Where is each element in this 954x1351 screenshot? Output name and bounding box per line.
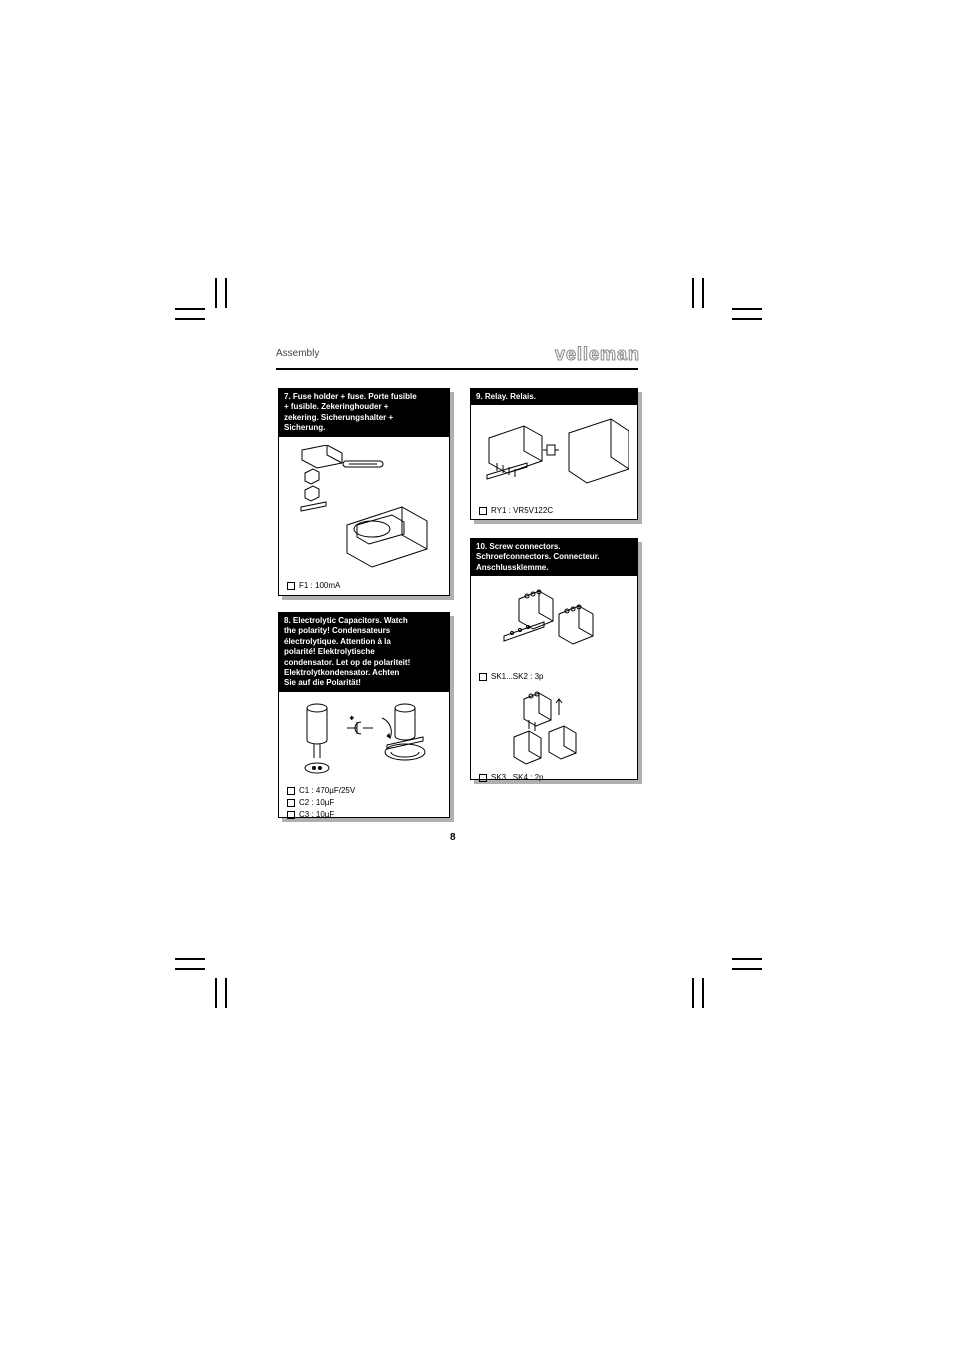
panel-body: RY1 : VR5V122C bbox=[471, 405, 637, 495]
item-label: SK3...SK4 : 2p bbox=[491, 773, 543, 782]
checkbox-icon bbox=[479, 673, 487, 681]
panel-header: 10. Screw connectors. Schroefconnectors.… bbox=[471, 539, 637, 576]
crop-mark bbox=[225, 978, 227, 1008]
panel-title-line: Sicherung. bbox=[284, 423, 325, 432]
capacitor-diagram: + bbox=[287, 700, 441, 783]
checklist-item: SK3...SK4 : 2p bbox=[479, 773, 629, 782]
panel-title-line: Electrolytic Capacitors. Watch bbox=[293, 616, 408, 625]
panel-number: 9 bbox=[476, 392, 480, 401]
checklist-item: F1 : 100mA bbox=[287, 581, 441, 590]
crop-mark bbox=[215, 278, 217, 308]
panel-body: SK1...SK2 : 3p bbox=[471, 576, 637, 776]
panel-header: 7. Fuse holder + fuse. Porte fusible + f… bbox=[279, 389, 449, 437]
panel-title-line: électrolytique. Attention à la bbox=[284, 637, 391, 646]
panel-title-line: + fusible. Zekeringhouder + bbox=[284, 402, 388, 411]
panel-electrolytic-caps: 8. Electrolytic Capacitors. Watch the po… bbox=[278, 612, 450, 818]
crop-mark bbox=[732, 958, 762, 960]
page-number: 8 bbox=[450, 832, 456, 843]
item-label: C1 : 470µF/25V bbox=[299, 786, 355, 795]
crop-mark bbox=[225, 278, 227, 308]
item-label: C3 : 10µF bbox=[299, 810, 334, 819]
checklist-item: C1 : 470µF/25V bbox=[287, 786, 441, 795]
checklist-item: C3 : 10µF bbox=[287, 810, 441, 819]
panel-title-line: the polarity! Condensateurs bbox=[284, 626, 390, 635]
item-label: F1 : 100mA bbox=[299, 581, 340, 590]
checklist-item: C2 : 10µF bbox=[287, 798, 441, 807]
item-label: C2 : 10µF bbox=[299, 798, 334, 807]
crop-mark bbox=[732, 308, 762, 310]
crop-mark bbox=[732, 968, 762, 970]
svg-text:+: + bbox=[350, 716, 354, 722]
crop-mark bbox=[732, 318, 762, 320]
checkbox-icon bbox=[287, 799, 295, 807]
checkbox-icon bbox=[479, 774, 487, 782]
panel-title-line: Sie auf die Polarität! bbox=[284, 678, 361, 687]
crop-mark bbox=[175, 308, 205, 310]
panel-fuse-holder: 7. Fuse holder + fuse. Porte fusible + f… bbox=[278, 388, 450, 596]
panel-header: 8. Electrolytic Capacitors. Watch the po… bbox=[279, 613, 449, 692]
panel-body: + C1 : 470µF/25V bbox=[279, 692, 449, 841]
panel-number: 10 bbox=[476, 542, 485, 551]
panel-number: 7 bbox=[284, 392, 288, 401]
panel-number: 8 bbox=[284, 616, 288, 625]
panel-screw-connectors: 10. Screw connectors. Schroefconnectors.… bbox=[470, 538, 638, 780]
panel-title-line: Fuse holder + fuse. Porte fusible bbox=[293, 392, 417, 401]
crop-mark bbox=[215, 978, 217, 1008]
checklist-item: RY1 : VR5V122C bbox=[479, 506, 629, 515]
crop-mark bbox=[692, 278, 694, 308]
panel-title-line: Screw connectors. bbox=[489, 542, 560, 551]
panel-title-line: Elektrolytkondensator. Achten bbox=[284, 668, 399, 677]
panel-title-line: condensator. Let op de polariteit! bbox=[284, 658, 410, 667]
page-label: Assembly bbox=[276, 348, 319, 359]
panel-relay: 9. Relay. Relais. bbox=[470, 388, 638, 520]
item-label: SK1...SK2 : 3p bbox=[491, 672, 543, 681]
crop-mark bbox=[702, 278, 704, 308]
connector-3p-diagram bbox=[479, 584, 629, 669]
panel-title-line: Relay. Relais. bbox=[485, 392, 536, 401]
panel-header: 9. Relay. Relais. bbox=[471, 389, 637, 405]
checkbox-icon bbox=[287, 582, 295, 590]
panel-title-line: Anschlussklemme. bbox=[476, 563, 548, 572]
brand-logo: velleman bbox=[555, 344, 640, 365]
crop-mark bbox=[175, 968, 205, 970]
relay-diagram bbox=[479, 413, 629, 503]
crop-mark bbox=[175, 318, 205, 320]
checkbox-icon bbox=[479, 507, 487, 515]
page-header: Assembly velleman bbox=[276, 342, 638, 370]
fuse-diagram bbox=[287, 445, 441, 578]
panel-title-line: polarité! Elektrolytische bbox=[284, 647, 375, 656]
crop-mark bbox=[175, 958, 205, 960]
page: Assembly velleman 7. Fuse holder + fuse.… bbox=[0, 0, 954, 1351]
checkbox-icon bbox=[287, 811, 295, 819]
checkbox-icon bbox=[287, 787, 295, 795]
checklist-item: SK1...SK2 : 3p bbox=[479, 672, 629, 681]
item-label: RY1 : VR5V122C bbox=[491, 506, 553, 515]
panel-title-line: Schroefconnectors. Connecteur. bbox=[476, 552, 600, 561]
panel-body: F1 : 100mA bbox=[279, 437, 449, 603]
panel-title-line: zekering. Sicherungshalter + bbox=[284, 413, 393, 422]
connector-2p-diagram bbox=[479, 687, 629, 770]
crop-mark bbox=[702, 978, 704, 1008]
crop-mark bbox=[692, 978, 694, 1008]
